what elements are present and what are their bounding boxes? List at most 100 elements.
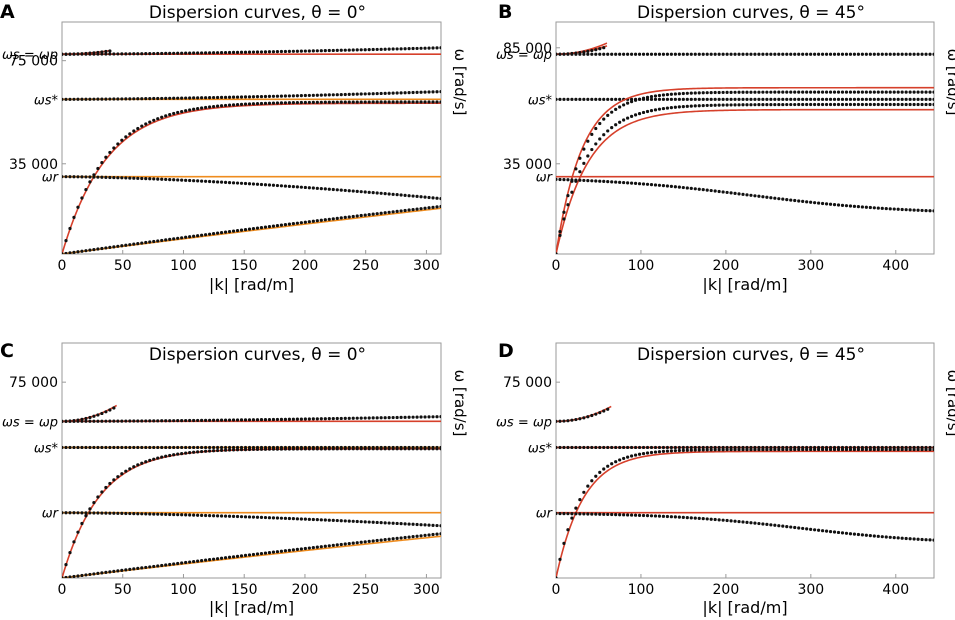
data-point — [156, 512, 160, 516]
data-point — [223, 448, 228, 452]
data-point — [745, 103, 749, 107]
data-point — [124, 97, 128, 101]
data-point — [371, 100, 375, 104]
data-point — [598, 470, 602, 474]
data-point — [856, 90, 861, 94]
data-point — [180, 451, 184, 456]
data-point — [128, 467, 132, 471]
data-point — [586, 139, 590, 143]
data-point — [888, 447, 892, 452]
data-point — [196, 559, 200, 563]
data-point — [176, 178, 180, 182]
data-point — [868, 205, 872, 210]
data-point — [813, 102, 817, 107]
data-point — [188, 235, 192, 239]
data-point — [84, 511, 88, 515]
data-point — [618, 105, 622, 109]
data-point — [379, 191, 383, 195]
data-point — [152, 457, 156, 461]
data-point — [235, 445, 240, 450]
data-point — [832, 530, 837, 534]
data-point — [164, 114, 168, 118]
data-point — [148, 458, 152, 462]
data-point — [295, 100, 299, 105]
chart-title: Dispersion curves, θ = 45° — [637, 3, 865, 23]
data-point — [556, 511, 558, 516]
panel-d: D Dispersion curves, θ = 45°0 100 200 300 400… — [496, 340, 955, 617]
data-point — [287, 548, 291, 552]
data-point — [801, 102, 805, 107]
data-point — [932, 90, 934, 94]
data-point — [335, 518, 339, 523]
data-point — [391, 521, 395, 525]
data-point — [76, 445, 80, 450]
data-point — [637, 513, 642, 517]
data-point — [637, 111, 642, 116]
data-point — [805, 102, 809, 107]
data-point — [590, 512, 594, 516]
data-point — [673, 185, 677, 189]
data-point — [669, 515, 673, 519]
data-point — [84, 175, 88, 179]
data-point — [614, 445, 618, 450]
data-point — [558, 419, 562, 423]
data-point — [753, 103, 757, 107]
data-point — [136, 463, 140, 467]
data-point — [287, 101, 291, 105]
data-point — [602, 512, 606, 516]
data-point — [100, 97, 104, 101]
data-point — [92, 500, 96, 505]
data-point — [315, 49, 319, 53]
data-point — [880, 535, 884, 539]
data-point — [168, 562, 172, 567]
data-point — [184, 96, 188, 100]
data-point — [709, 448, 713, 452]
data-point — [908, 97, 912, 101]
data-point — [725, 445, 729, 450]
data-point — [92, 175, 96, 179]
data-point — [235, 514, 240, 519]
data-point — [319, 417, 323, 421]
data-point — [395, 521, 399, 526]
data-point — [681, 515, 685, 519]
x-axis-label: |k| [rad/m] — [702, 598, 787, 617]
data-point — [108, 445, 112, 450]
data-point — [824, 97, 829, 101]
data-point — [852, 90, 857, 94]
data-point — [701, 103, 705, 108]
data-point — [860, 205, 864, 209]
data-point — [172, 453, 176, 457]
data-point — [622, 103, 626, 107]
data-point — [928, 90, 932, 94]
freq-label: ωs* — [528, 441, 553, 456]
data-point — [729, 191, 733, 195]
data-point — [765, 522, 769, 526]
data-point — [72, 97, 76, 101]
data-point — [267, 94, 272, 98]
data-point — [108, 408, 112, 412]
data-point — [144, 419, 148, 423]
data-point — [435, 46, 439, 50]
data-point — [836, 530, 841, 535]
data-point — [132, 465, 136, 469]
data-point — [924, 447, 928, 452]
data-point — [64, 97, 68, 101]
data-point — [777, 197, 781, 201]
data-point — [556, 576, 558, 578]
data-point — [68, 419, 72, 423]
data-point — [136, 176, 140, 180]
data-point — [152, 445, 156, 450]
data-point — [677, 185, 681, 189]
data-point — [367, 190, 371, 194]
data-point — [239, 50, 244, 54]
data-point — [912, 97, 916, 101]
data-point — [259, 225, 264, 230]
data-point — [761, 522, 765, 526]
data-point — [622, 445, 626, 450]
data-point — [562, 217, 566, 221]
data-point — [403, 91, 407, 95]
data-point — [753, 447, 757, 452]
data-point — [72, 215, 76, 219]
data-point — [411, 100, 415, 104]
data-point — [355, 48, 359, 52]
